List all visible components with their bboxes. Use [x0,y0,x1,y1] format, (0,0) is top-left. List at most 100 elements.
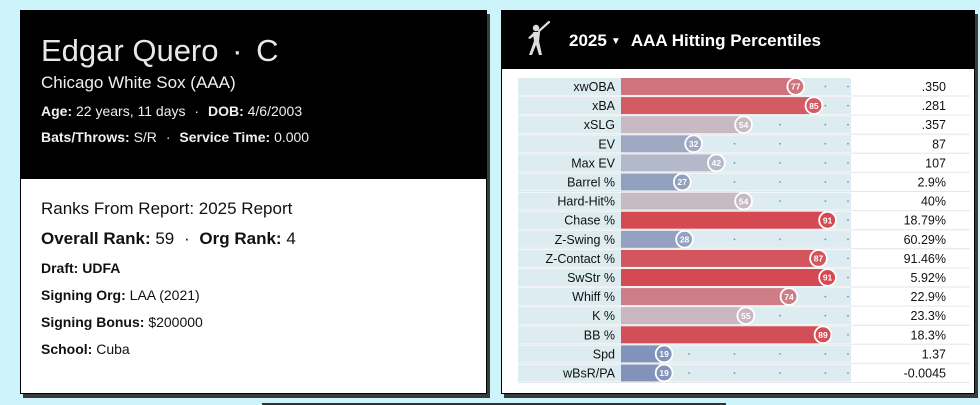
stat-value: 2.9% [918,176,947,190]
stat-label: BB % [584,328,615,342]
tick-dot [824,142,827,145]
age-label: Age: [41,103,73,119]
divider-line [262,403,726,405]
tick-dot [824,162,827,164]
batter-icon [528,21,550,55]
tick-dot [824,85,827,88]
percentile-bar [621,97,814,115]
percentile-value: 42 [712,158,722,168]
percentile-value: 54 [739,196,749,206]
percentile-value: 85 [809,101,819,111]
percentile-chart: xwOBA 77 .350 xBA 85 .281 xSLG 54 .357 EV 32 87 Max … [518,77,970,383]
percentile-value: 19 [659,349,669,359]
season-dropdown[interactable]: 2025 ▼ [569,31,627,50]
stat-value: 23.3% [911,309,946,323]
percentile-bar [621,116,744,134]
tick-dot [779,314,781,317]
stat-value: -0.0045 [904,367,946,381]
tick-dot [779,181,781,183]
tick-dot [733,142,736,145]
percentile-value: 74 [784,292,794,302]
percentile-bubble [707,153,726,173]
signing-bonus-label: Signing Bonus: [41,314,145,330]
stat-value: 22.9% [911,290,946,304]
percentile-bar [621,269,828,286]
tick-dot [847,238,849,241]
tick-dot [847,181,849,183]
overall-rank-label: Overall Rank: [41,229,151,248]
tick-dot [733,372,736,374]
tick-dot [847,333,849,336]
stat-value: 1.37 [922,347,946,361]
stat-value: .350 [922,80,946,94]
percentile-bubble [779,287,799,306]
stat-label: Whiff % [572,290,615,304]
player-position: C [256,33,279,68]
percentile-bar [621,154,717,172]
percentile-bubble [684,134,703,154]
separator-dot: · [165,129,171,145]
percentile-bar [621,78,796,95]
percentiles-card: 2025 ▼ AAA Hitting Percentiles xwOBA 77 .35… [501,10,975,394]
school-value: Cuba [96,341,130,357]
percentile-bar [621,364,665,382]
stat-label: Z-Contact % [546,252,615,266]
panel-title: AAA Hitting Percentiles [630,31,822,50]
signing-bonus-value: $200000 [148,314,203,330]
overall-rank-value: 59 [155,229,175,248]
percentile-value: 32 [689,139,699,149]
signing-bonus-line: Signing Bonus: $200000 [41,314,486,330]
percentile-bar [621,345,665,363]
percentile-bubble [804,96,824,115]
stat-label: Hard-Hit% [557,195,615,209]
percentile-value: 27 [678,177,688,187]
tick-dot [824,238,827,241]
percentile-bubble [672,172,692,192]
tick-dot [779,353,781,355]
draft-label: Draft: [41,260,79,276]
percentile-value: 87 [814,254,824,264]
tick-dot [779,200,781,203]
tick-dot [847,162,849,164]
separator-dot: · [232,33,243,68]
player-name: Edgar Quero [41,33,219,68]
stat-label: wBsR/PA [562,367,616,381]
stat-value: 5.92% [911,271,946,285]
stat-label: Chase % [564,214,615,228]
percentile-bar [621,135,694,153]
tick-dot [847,353,849,355]
stat-label: xBA [592,99,616,113]
tick-dot [779,238,781,241]
percentile-bar [621,288,789,306]
draft-line: Draft: UDFA [41,260,486,276]
rank-line: Overall Rank: 59 · Org Rank: 4 [41,229,486,249]
percentile-value: 54 [739,120,749,130]
tick-dot [779,372,781,374]
stat-value: 91.46% [904,252,946,266]
percentile-bubble [654,344,674,364]
bats-throws-label: Bats/Throws: [41,129,130,145]
tick-dot [688,372,690,374]
tick-dot [733,353,736,355]
stat-label: K % [592,309,615,323]
tick-dot [779,162,781,164]
percentile-value: 91 [823,215,833,225]
percentile-bar [621,326,824,344]
tick-dot [824,372,827,374]
percentile-bar [621,211,828,229]
age-value: 22 years, 11 days [76,103,186,119]
draft-value: UDFA [82,260,121,276]
signing-org-label: Signing Org: [41,287,126,303]
signing-org-value: LAA (2021) [129,287,200,303]
percentiles-title: 2025 ▼ AAA Hitting Percentiles [569,31,821,51]
stat-value: 60.29% [904,233,946,247]
org-rank-value: 4 [286,229,296,248]
percentile-value: 55 [741,311,751,321]
stat-value: .357 [922,118,946,132]
row-track [518,364,851,382]
tick-dot [824,181,827,183]
stat-value: 87 [932,137,946,151]
tick-dot [847,104,849,107]
percentile-value: 89 [818,330,828,340]
tick-dot [847,372,849,374]
